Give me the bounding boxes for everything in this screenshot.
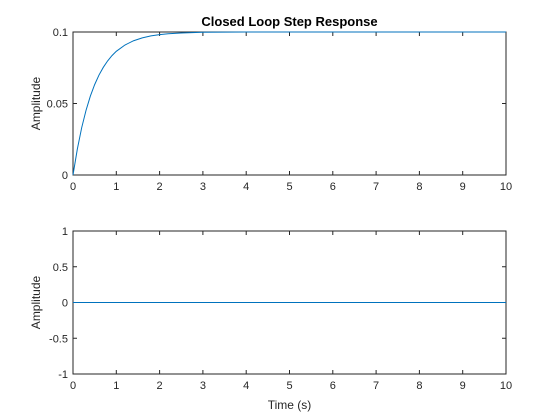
y-tick-label: -0.5 <box>49 333 68 345</box>
x-tick-label: 10 <box>500 380 512 392</box>
bottom-subplot: 0 1 2 3 4 5 6 7 8 9 10 -1 -0.5 0 0.5 1 Amplitude Time (s) <box>29 226 512 412</box>
x-tick-label: 2 <box>157 181 163 193</box>
x-tick-label: 6 <box>330 380 336 392</box>
x-tick-label: 0 <box>70 181 76 193</box>
x-tick-label: 8 <box>416 380 422 392</box>
x-tick-label: 7 <box>373 181 379 193</box>
x-tick-label: 5 <box>286 181 292 193</box>
y-tick-label: 0 <box>62 298 68 310</box>
x-tick-label: 6 <box>330 181 336 193</box>
y-tick-label: -1 <box>58 369 68 381</box>
chart-title: Closed Loop Step Response <box>201 14 377 29</box>
x-tick-label: 5 <box>286 380 292 392</box>
x-tick-label: 1 <box>113 380 119 392</box>
y-axis-label: Amplitude <box>29 276 43 330</box>
x-tick-label: 2 <box>157 380 163 392</box>
y-tick-label: 0.5 <box>53 262 68 274</box>
x-tick-label: 4 <box>243 181 249 193</box>
x-tick-label: 9 <box>460 380 466 392</box>
x-tick-label: 9 <box>460 181 466 193</box>
y-tick-label: 0.1 <box>53 27 68 39</box>
y-axis-label: Amplitude <box>29 77 43 131</box>
x-tick-label: 3 <box>200 380 206 392</box>
top-subplot: 0 1 2 3 4 5 6 7 8 9 10 0 0.05 0.1 Closed Loop Step Res… <box>29 14 512 193</box>
x-tick-label: 10 <box>500 181 512 193</box>
x-tick-label: 1 <box>113 181 119 193</box>
x-tick-label: 3 <box>200 181 206 193</box>
y-tick-label: 0.05 <box>47 99 68 111</box>
axes-box <box>72 31 507 176</box>
x-tick-label: 0 <box>70 380 76 392</box>
x-tick-label: 7 <box>373 380 379 392</box>
x-tick-label: 8 <box>416 181 422 193</box>
y-tick-label: 1 <box>62 226 68 238</box>
x-tick-label: 4 <box>243 380 249 392</box>
x-axis-label: Time (s) <box>268 398 312 412</box>
y-tick-label: 0 <box>62 170 68 182</box>
series-line <box>72 31 506 176</box>
